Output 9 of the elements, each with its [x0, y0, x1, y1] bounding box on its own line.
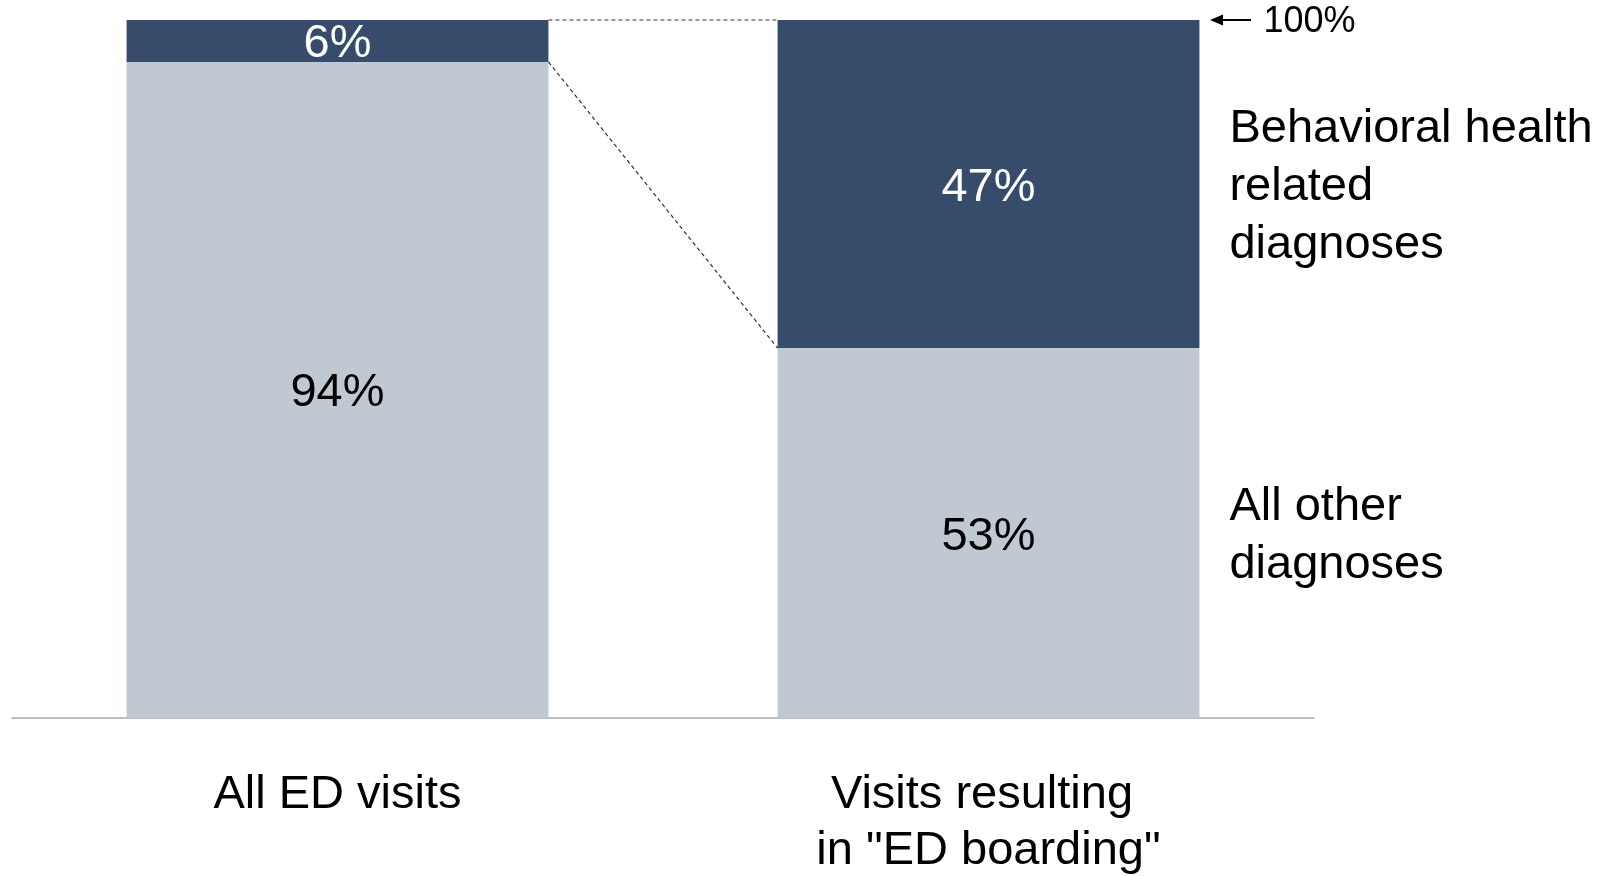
data-label: 94%: [290, 363, 385, 417]
annotation: 100%: [1263, 0, 1356, 40]
x-tick-label: All ED visits: [213, 764, 462, 818]
data-label: 53%: [941, 506, 1036, 560]
data-label: 6%: [303, 14, 372, 68]
x-tick-label: Visits resulting in "ED boarding": [816, 764, 1161, 874]
data-label: 47%: [941, 157, 1036, 211]
series-label: All other diagnoses: [1229, 476, 1445, 590]
series-label: Behavioral health related diagnoses: [1229, 98, 1594, 270]
